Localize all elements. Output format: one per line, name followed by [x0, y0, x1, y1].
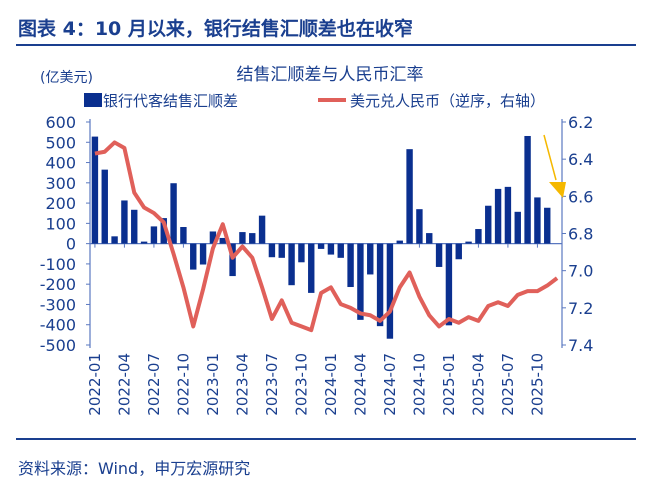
- bar: [445, 243, 453, 326]
- left-tick-label: 100: [45, 214, 76, 233]
- trend-arrow: [543, 134, 566, 198]
- bar: [386, 243, 394, 339]
- legend-line-label: 美元兑人民币（逆序，右轴）: [350, 92, 545, 110]
- x-tick-label: 2023-07: [263, 353, 281, 416]
- x-tick-label: 2022-07: [145, 353, 163, 416]
- bar: [426, 233, 433, 244]
- bar: [514, 211, 521, 244]
- left-tick-label: -500: [40, 336, 76, 355]
- bar: [357, 243, 364, 320]
- left-tick-label: -400: [40, 316, 76, 335]
- bar: [504, 186, 512, 244]
- left-tick-label: 400: [45, 154, 76, 173]
- legend-bar-label: 银行代客结售汇顺差: [103, 92, 238, 110]
- bar: [180, 227, 187, 244]
- right-tick-label: 6.2: [568, 113, 593, 132]
- bar: [160, 218, 167, 244]
- x-tick-label: 2024-07: [381, 353, 399, 416]
- bottom-rule: [16, 438, 636, 440]
- bar: [327, 243, 335, 255]
- figure-title: 图表 4：10 月以来，银行结售汇顺差也在收窄: [18, 18, 413, 40]
- x-tick-label: 2025-04: [469, 353, 487, 416]
- bar: [396, 240, 403, 244]
- left-tick-label: 200: [45, 194, 76, 213]
- bar: [376, 243, 384, 327]
- x-tick-label: 2023-10: [292, 353, 310, 416]
- x-tick-label: 2025-07: [499, 353, 517, 416]
- left-tick-label: -300: [40, 295, 76, 314]
- left-tick-label: 500: [45, 133, 76, 152]
- x-tick-label: 2025-01: [440, 353, 458, 416]
- bar: [91, 136, 99, 244]
- bar: [229, 243, 236, 277]
- right-tick-label: 6.8: [568, 225, 593, 244]
- bar: [288, 243, 295, 286]
- bar: [524, 135, 531, 244]
- bar: [485, 205, 492, 244]
- bar: [298, 243, 305, 263]
- bar: [455, 243, 462, 260]
- bar: [347, 243, 354, 288]
- x-tick-label: 2022-01: [86, 353, 104, 416]
- right-tick-label: 6.6: [568, 187, 593, 206]
- usdcny-line: [94, 140, 559, 333]
- bar: [150, 226, 158, 244]
- x-tick-label: 2022-10: [174, 353, 192, 416]
- bar: [494, 188, 502, 244]
- bar: [131, 209, 138, 244]
- x-tick-label: 2023-04: [233, 353, 251, 416]
- bar: [278, 243, 285, 258]
- legend-bar-swatch: [84, 93, 102, 107]
- bar: [534, 197, 541, 244]
- right-tick-label: 7.4: [568, 336, 593, 355]
- right-tick-label: 7.2: [568, 299, 593, 318]
- bar: [121, 200, 128, 244]
- bar: [111, 236, 118, 244]
- bar: [249, 233, 256, 244]
- x-tick-label: 2024-01: [322, 353, 340, 416]
- left-axis-unit: (亿美元): [40, 70, 93, 86]
- bar: [367, 243, 374, 275]
- bar: [308, 243, 315, 293]
- x-tick-label: 2024-10: [410, 353, 428, 416]
- x-tick-label: 2025-10: [528, 353, 546, 416]
- left-tick-label: 600: [45, 113, 76, 132]
- right-tick-label: 7.0: [568, 262, 593, 281]
- bar: [416, 209, 423, 244]
- bar: [406, 149, 413, 244]
- bar: [465, 241, 472, 244]
- x-tick-label: 2023-01: [204, 353, 222, 416]
- x-tick-label: 2022-04: [115, 353, 133, 416]
- bar: [544, 207, 551, 244]
- bar: [101, 169, 108, 244]
- bar: [258, 215, 266, 244]
- bar: [199, 243, 207, 265]
- left-tick-label: -200: [40, 275, 76, 294]
- bar: [140, 241, 148, 244]
- chart-title: 结售汇顺差与人民币汇率: [237, 65, 424, 85]
- bar: [317, 243, 325, 249]
- left-tick-label: -100: [40, 255, 76, 274]
- bar: [475, 229, 482, 244]
- bar: [170, 183, 177, 244]
- left-tick-label: 0: [66, 235, 76, 254]
- bar: [337, 243, 344, 258]
- left-tick-label: 300: [45, 174, 76, 193]
- bar: [239, 232, 246, 244]
- source-note: 资料来源：Wind，申万宏源研究: [18, 459, 251, 478]
- bar: [219, 237, 226, 244]
- bar: [435, 243, 443, 267]
- title-rule: [16, 44, 636, 46]
- bar: [209, 231, 217, 244]
- bar: [268, 243, 276, 258]
- right-tick-label: 6.4: [568, 150, 593, 169]
- bar: [190, 243, 197, 270]
- x-tick-label: 2024-04: [351, 353, 369, 416]
